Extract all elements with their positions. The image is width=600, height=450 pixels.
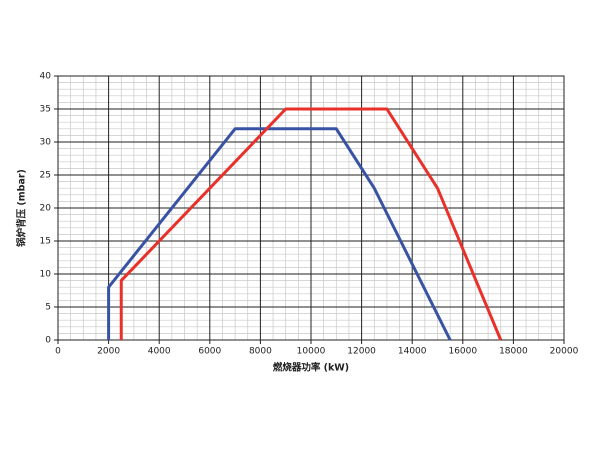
x-axis-title: 燃烧器功率 (kW) bbox=[273, 362, 349, 374]
y-axis-title: 锅炉背压 (mbar) bbox=[16, 169, 28, 247]
series-line bbox=[119, 107, 503, 341]
y-tick-label: 35 bbox=[40, 105, 51, 115]
x-tick-label: 6000 bbox=[198, 347, 221, 357]
y-tick-label: 15 bbox=[40, 237, 51, 247]
y-tick-label: 10 bbox=[40, 270, 52, 280]
x-tick-label: 18000 bbox=[499, 347, 528, 357]
plot-frame bbox=[57, 75, 565, 341]
x-tick-label: 8000 bbox=[249, 347, 272, 357]
y-tick-label: 5 bbox=[45, 303, 51, 313]
x-tick-label: 14000 bbox=[398, 347, 427, 357]
x-tick-label: 2000 bbox=[97, 347, 120, 357]
y-tick-label: 20 bbox=[40, 204, 52, 214]
y-tick-label: 0 bbox=[45, 336, 51, 346]
series-line bbox=[107, 127, 452, 341]
x-tick-label: 12000 bbox=[347, 347, 376, 357]
y-tick-label: 30 bbox=[40, 138, 52, 148]
y-tick-label: 25 bbox=[40, 171, 51, 181]
x-tick-label: 0 bbox=[55, 347, 61, 357]
x-tick-label: 10000 bbox=[297, 347, 326, 357]
x-tick-label: 20000 bbox=[550, 347, 579, 357]
x-tick-label: 4000 bbox=[148, 347, 171, 357]
y-tick-label: 40 bbox=[40, 72, 52, 82]
x-tick-label: 16000 bbox=[448, 347, 477, 357]
